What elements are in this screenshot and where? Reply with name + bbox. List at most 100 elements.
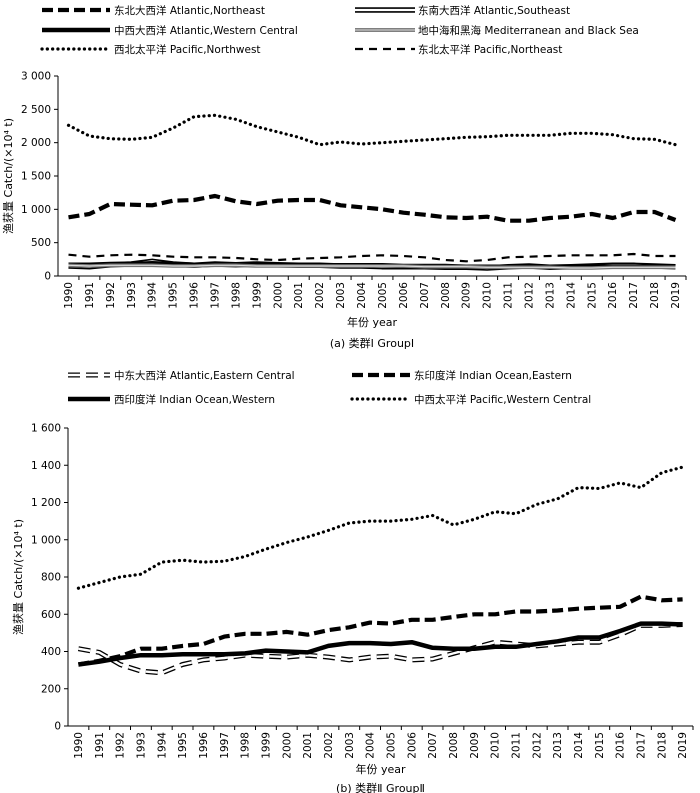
x-tick-label: 2000 [281, 732, 293, 759]
x-tick-label: 2010 [482, 282, 494, 309]
x-tick-label: 1992 [105, 282, 117, 309]
legend-group-1: 东北大西洋 Atlantic,Northeast 东南大西洋 Atlantic,… [40, 4, 639, 56]
series-1 [68, 193, 677, 223]
x-tick-label: 2004 [365, 732, 377, 759]
x-tick-label: 2016 [607, 282, 619, 309]
legend-item-mediterranean: 地中海和黑海 Mediterranean and Black Sea [355, 24, 639, 37]
legend-label-pacific-northeast: 东北太平洋 Pacific,Northeast [418, 43, 562, 56]
x-tick-label: 2018 [656, 732, 668, 759]
y-tick-label: 400 [41, 646, 61, 658]
x-tick-label: 2015 [594, 732, 606, 759]
x-tick-label: 2013 [544, 282, 556, 309]
series-4 [68, 263, 676, 270]
x-tick-label: 2006 [406, 732, 418, 759]
x-tick-label: 2014 [573, 732, 585, 759]
legend-label-atlantic-southeast: 东南大西洋 Atlantic,Southeast [418, 4, 570, 17]
legend-item-indian-western: 西印度洋 Indian Ocean,Western [68, 393, 275, 406]
x-tick-label: 2018 [649, 282, 661, 309]
x-tick-label: 2016 [615, 732, 627, 759]
x-tick-label: 2001 [302, 732, 314, 759]
y-tick-label: 500 [31, 237, 51, 249]
x-tick-label: 1997 [219, 732, 231, 759]
legend-item-atlantic-northeast: 东北大西洋 Atlantic,Northeast [42, 4, 265, 17]
x-tick-label: 2002 [314, 282, 326, 309]
x-tick-label: 1996 [189, 282, 201, 309]
series-2 [78, 594, 683, 667]
x-tick-label: 1997 [210, 282, 222, 309]
x-tick-label: 1990 [63, 282, 75, 309]
series-line [77, 622, 683, 676]
legend-label-atlantic-northeast: 东北大西洋 Atlantic,Northeast [114, 4, 265, 17]
y-tick-label: 2 500 [21, 104, 51, 116]
x-tick-label: 2014 [565, 282, 577, 309]
y-axis-title: 渔获量 Catch/(×10⁴ t) [12, 519, 25, 635]
x-tick-label: 1995 [177, 732, 189, 759]
legend-label-atlantic-western-central: 中西大西洋 Atlantic,Western Central [114, 24, 298, 37]
x-tick-label: 1994 [156, 732, 168, 759]
series-1 [77, 622, 683, 676]
series-3 [78, 621, 683, 667]
y-tick-label: 800 [41, 572, 61, 584]
x-tick-label: 2013 [552, 732, 564, 759]
legend-item-pacific-northeast: 东北太平洋 Pacific,Northeast [355, 43, 562, 56]
legend-label-mediterranean: 地中海和黑海 Mediterranean and Black Sea [418, 24, 639, 37]
x-tick-label: 2017 [635, 732, 647, 759]
x-tick-label: 2012 [524, 282, 536, 309]
x-tick-label: 1990 [73, 732, 85, 759]
x-tick-label: 2000 [272, 282, 284, 309]
x-tick-label: 2007 [419, 282, 431, 309]
chart-a: 0 500 1 000 1 500 2 000 2 500 3 000 1990 1991 199… [2, 71, 687, 350]
x-tick-label: 2003 [335, 282, 347, 309]
series-6 [68, 252, 676, 263]
x-tick-label: 1992 [115, 732, 127, 759]
legend-item-indian-eastern: 东印度洋 Indian Ocean,Eastern [352, 369, 572, 382]
series-line-inner [78, 623, 683, 675]
y-tick-label: 1 400 [31, 460, 61, 472]
x-tick-label: 2012 [531, 732, 543, 759]
x-tick-label: 2011 [503, 282, 515, 309]
x-tick-label: 1999 [260, 732, 272, 759]
x-tick-label: 2005 [377, 282, 389, 309]
y-tick-label: 3 000 [21, 71, 51, 83]
series-line [68, 252, 676, 263]
legend-group-2: 中东大西洋 Atlantic,Eastern Central 东印度洋 Indi… [68, 369, 591, 406]
series-line-inner [68, 264, 676, 269]
chart-caption: (a) 类群Ⅰ GroupⅠ [330, 336, 414, 350]
x-tick-label: 2015 [586, 282, 598, 309]
legend-item-pacific-western-central: 中西太平洋 Pacific,Western Central [350, 393, 591, 406]
series-line [78, 594, 683, 667]
y-tick-label: 600 [41, 609, 61, 621]
x-tick-label: 1993 [126, 282, 138, 309]
y-tick-label: 1 500 [21, 171, 51, 183]
x-tick-label: 2007 [427, 732, 439, 759]
legend-item-atlantic-eastern-central: 中东大西洋 Atlantic,Eastern Central [68, 369, 295, 382]
legend-item-atlantic-western-central: 中西大西洋 Atlantic,Western Central [42, 24, 298, 37]
x-tick-label: 2017 [628, 282, 640, 309]
x-tick-label: 2006 [398, 282, 410, 309]
y-tick-label: 2 000 [21, 137, 51, 149]
x-tick-label: 1994 [147, 282, 159, 309]
legend-item-pacific-northwest: 西北太平洋 Pacific,Northwest [40, 43, 261, 56]
x-axis-title: 年份 year [355, 762, 406, 776]
x-tick-label: 2003 [344, 732, 356, 759]
legend-label-indian-eastern: 东印度洋 Indian Ocean,Eastern [414, 369, 572, 382]
x-tick-label: 2011 [510, 732, 522, 759]
x-tick-label: 1998 [230, 282, 242, 309]
legend-item-atlantic-southeast: 东南大西洋 Atlantic,Southeast [355, 4, 570, 17]
series-5 [66, 113, 678, 147]
x-axis-title: 年份 year [347, 315, 398, 329]
x-tick-label: 1998 [240, 732, 252, 759]
x-tick-label: 2019 [677, 732, 689, 759]
legend-label-atlantic-eastern-central: 中东大西洋 Atlantic,Eastern Central [114, 369, 295, 382]
series-line [76, 465, 685, 590]
x-tick-label: 1995 [168, 282, 180, 309]
y-tick-label: 1 600 [31, 423, 61, 435]
x-tick-label: 2010 [490, 732, 502, 759]
legend-label-pacific-northwest: 西北太平洋 Pacific,Northwest [114, 43, 261, 56]
x-tick-label: 1993 [135, 732, 147, 759]
x-tick-label: 1996 [198, 732, 210, 759]
legend-label-pacific-western-central: 中西太平洋 Pacific,Western Central [414, 393, 591, 406]
y-tick-label: 1 000 [31, 534, 61, 546]
x-tick-label: 1999 [251, 282, 263, 309]
legend-label-indian-western: 西印度洋 Indian Ocean,Western [114, 393, 275, 406]
